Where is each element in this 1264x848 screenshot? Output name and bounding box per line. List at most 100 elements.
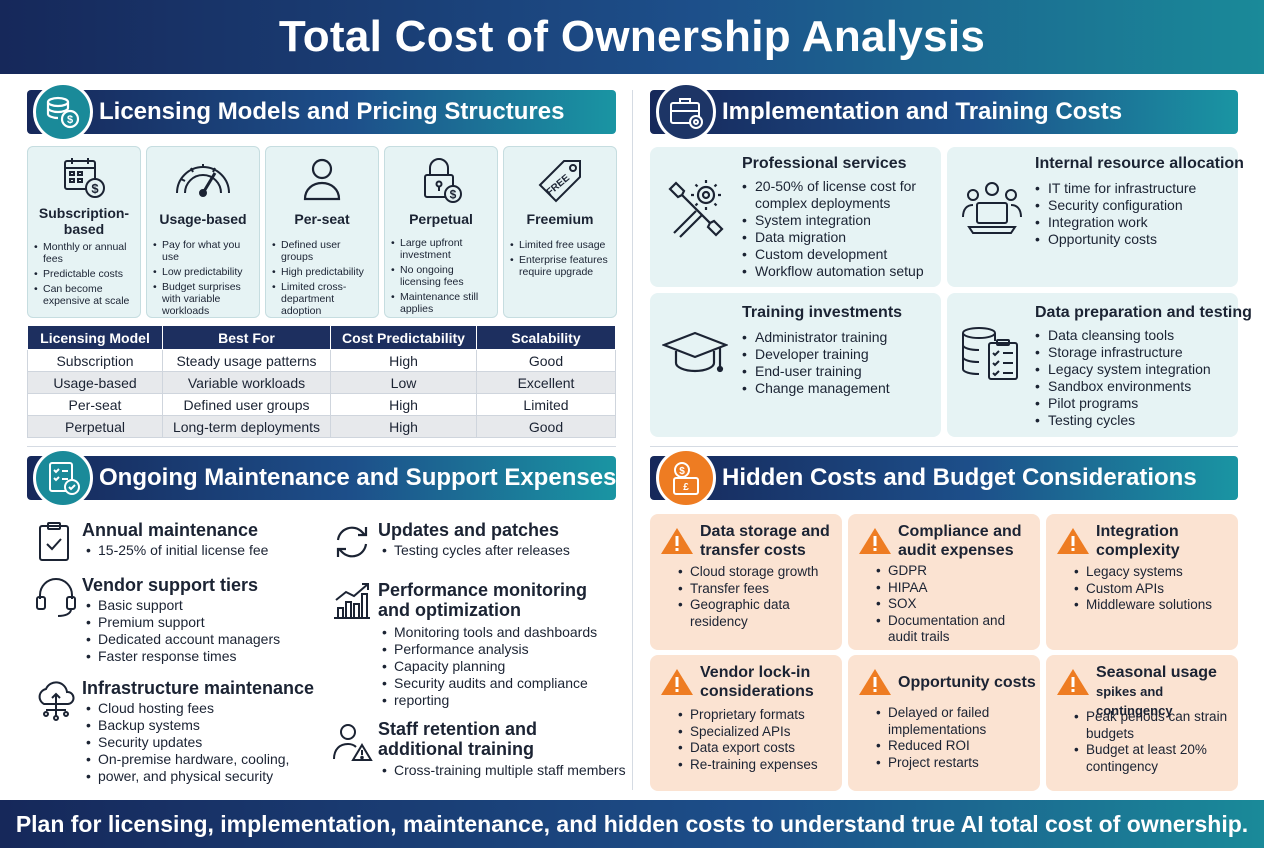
table-row: Usage-based Variable workloads Low Excel… bbox=[27, 371, 616, 394]
table-cell: Good bbox=[476, 349, 616, 372]
item-bullet: Premium support bbox=[86, 614, 280, 631]
item-title: Vendor support tiers bbox=[82, 575, 259, 595]
warning-icon bbox=[1057, 669, 1089, 695]
table-cell: High bbox=[330, 415, 477, 438]
clipboard-check-icon bbox=[39, 522, 69, 561]
headset-icon bbox=[36, 578, 76, 617]
card-bullet: Legacy systems bbox=[1074, 564, 1234, 581]
card-bullet: Project restarts bbox=[876, 755, 1036, 772]
card-bullet: Middleware solutions bbox=[1074, 597, 1234, 614]
card-bullet: Peak periods can strain budgets bbox=[1074, 709, 1234, 742]
table-cell: High bbox=[330, 349, 477, 372]
table-header-cell: Licensing Model bbox=[27, 325, 163, 350]
warning-icon bbox=[859, 528, 891, 554]
maintenance-section-header: Ongoing Maintenance and Support Expenses bbox=[27, 448, 616, 508]
maintenance-item-infrastructure: Infrastructure maintenance Cloud hosting… bbox=[34, 678, 324, 788]
table-header-cell: Cost Predictability bbox=[330, 325, 477, 350]
card-title: Per-seat bbox=[294, 211, 350, 227]
card-bullet: Opportunity costs bbox=[1035, 231, 1196, 248]
card-bullet: Custom development bbox=[742, 246, 934, 263]
item-bullet: Backup systems bbox=[86, 717, 289, 734]
item-bullet: 15-25% of initial license fee bbox=[86, 542, 268, 559]
coins-icon: $ bbox=[33, 82, 93, 142]
card-title-main: Seasonal usage bbox=[1096, 664, 1217, 681]
table-row: Perpetual Long-term deployments High Goo… bbox=[27, 415, 616, 438]
card-bullet: GDPR bbox=[876, 563, 1036, 580]
card-title: Subscription-based bbox=[38, 205, 130, 237]
item-title-line2: and optimization bbox=[378, 600, 521, 620]
hidden-costs-heading: Hidden Costs and Budget Considerations bbox=[722, 464, 1197, 491]
warning-icon bbox=[661, 669, 693, 695]
table-cell: Steady usage patterns bbox=[162, 349, 331, 372]
card-bullet: Data export costs bbox=[678, 740, 838, 757]
implementation-heading: Implementation and Training Costs bbox=[722, 98, 1123, 125]
licensing-heading: Licensing Models and Pricing Structures bbox=[99, 98, 565, 125]
card-bullet: Geographic data residency bbox=[678, 597, 838, 630]
maintenance-item-annual: Annual maintenance 15-25% of initial lic… bbox=[34, 520, 324, 561]
hidden-card-integration: Integration complexity Legacy systems Cu… bbox=[1046, 514, 1238, 650]
card-bullet: Testing cycles bbox=[1035, 412, 1211, 429]
hidden-card-vendor-lock-in: Vendor lock-in considerations Proprietar… bbox=[650, 655, 842, 791]
card-title: Compliance and audit expenses bbox=[898, 523, 1022, 559]
licensing-card-usage: Usage-based Pay for what you use Low pre… bbox=[146, 146, 260, 318]
hidden-card-seasonal: Seasonal usage spikes and contingency Pe… bbox=[1046, 655, 1238, 791]
item-bullet: Testing cycles after releases bbox=[382, 542, 570, 559]
card-bullet: Delayed or failed implementations bbox=[876, 705, 1036, 738]
card-title: Opportunity costs bbox=[898, 674, 1036, 691]
refresh-icon bbox=[336, 526, 368, 558]
card-bullet: Documentation and audit trails bbox=[876, 613, 1036, 646]
wrench-gear-icon bbox=[668, 180, 724, 238]
table-cell: Low bbox=[330, 371, 477, 394]
card-bullet: Data cleansing tools bbox=[1035, 327, 1211, 344]
warning-icon bbox=[661, 528, 693, 554]
card-title: Perpetual bbox=[409, 211, 473, 227]
table-row: Subscription Steady usage patterns High … bbox=[27, 349, 616, 372]
item-bullet: Capacity planning bbox=[382, 658, 597, 675]
card-bullet: IT time for infrastructure bbox=[1035, 180, 1196, 197]
table-row: Per-seat Defined user groups High Limite… bbox=[27, 393, 616, 416]
lock-dollar-icon: $ bbox=[424, 158, 462, 203]
card-title: Data storage and transfer costs bbox=[700, 523, 830, 559]
card-bullet: Storage infrastructure bbox=[1035, 344, 1211, 361]
table-cell: Limited bbox=[476, 393, 616, 416]
table-header-row: Licensing Model Best For Cost Predictabi… bbox=[27, 325, 616, 350]
item-bullet: On-premise hardware, cooling, bbox=[86, 751, 289, 768]
item-title: Updates and patches bbox=[378, 520, 560, 540]
card-bullet: Integration work bbox=[1035, 214, 1196, 231]
card-bullet: Workflow automation setup bbox=[742, 263, 934, 280]
card-bullet: Pay for what you use bbox=[153, 239, 255, 263]
card-bullet: SOX bbox=[876, 596, 1036, 613]
card-title: Data preparation and testing bbox=[1035, 304, 1252, 321]
card-bullet: Data migration bbox=[742, 229, 934, 246]
table-header-cell: Scalability bbox=[476, 325, 616, 350]
card-bullet: System integration bbox=[742, 212, 934, 229]
svg-text:£: £ bbox=[683, 482, 689, 493]
item-title: Annual maintenance bbox=[82, 520, 259, 540]
item-bullet: Security audits and compliance bbox=[382, 675, 597, 692]
bar-chart-icon bbox=[334, 583, 370, 619]
card-bullet: Cloud storage growth bbox=[678, 564, 838, 581]
card-bullet: Monthly or annual fees bbox=[34, 241, 136, 265]
page-title: Total Cost of Ownership Analysis bbox=[278, 12, 986, 61]
item-bullet-continuation: power, and physical security bbox=[86, 768, 289, 785]
card-title: Usage-based bbox=[159, 211, 247, 227]
table-cell: Long-term deployments bbox=[162, 415, 331, 438]
impl-card-training: Training investments Administrator train… bbox=[650, 293, 941, 437]
card-title: Internal resource allocation bbox=[1035, 155, 1244, 172]
card-bullet: Limited cross-department adoption bbox=[272, 281, 374, 317]
item-title: Performance monitoring bbox=[378, 580, 588, 600]
maintenance-item-updates: Updates and patches Testing cycles after… bbox=[330, 520, 620, 560]
item-bullet: Cross-training multiple staff members bbox=[382, 762, 626, 779]
card-bullet: Budget surprises with variable workloads bbox=[153, 281, 255, 317]
vertical-divider bbox=[632, 90, 633, 790]
svg-text:$: $ bbox=[679, 466, 685, 477]
briefcase-gear-icon bbox=[656, 82, 716, 142]
item-bullet: Security updates bbox=[86, 734, 289, 751]
table-cell: Usage-based bbox=[27, 371, 163, 394]
card-title: Freemium bbox=[526, 211, 594, 227]
user-icon bbox=[303, 158, 341, 201]
table-cell: Variable workloads bbox=[162, 371, 331, 394]
table-header-cell: Best For bbox=[162, 325, 331, 350]
maintenance-item-vendor-support: Vendor support tiers Basic support Premi… bbox=[34, 575, 324, 667]
table-cell: Defined user groups bbox=[162, 393, 331, 416]
